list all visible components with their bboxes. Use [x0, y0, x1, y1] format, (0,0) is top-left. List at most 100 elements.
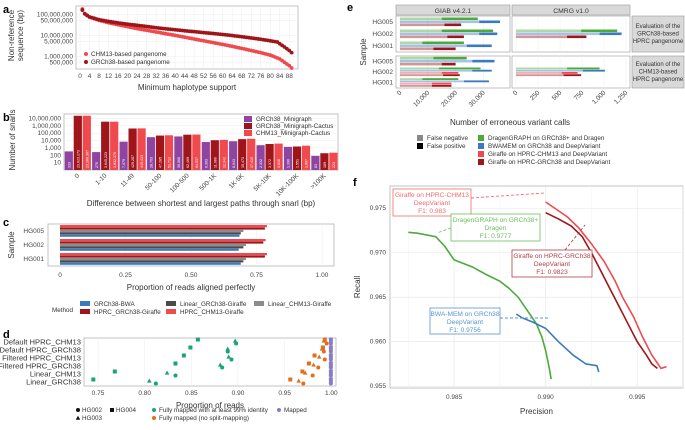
- point-circle: [153, 381, 158, 386]
- bar-value-label: 445,413: [140, 155, 144, 168]
- bar-value-label: 12,342: [222, 157, 226, 168]
- facet-strip-row: [631, 55, 685, 89]
- x-tick-label: 72: [248, 73, 256, 80]
- bar-grch38: [210, 140, 219, 170]
- bar-minigraph: [119, 141, 128, 170]
- bar-false-negative-dragen: [400, 29, 442, 33]
- x-tick-label: 1,250: [613, 89, 630, 106]
- bar-false-positive-giraffe_a: [431, 82, 452, 85]
- x-tick-label: 0.990: [538, 394, 555, 401]
- legend-swatch: [166, 301, 176, 306]
- bar-value-label: 2,332: [259, 159, 263, 168]
- annotation-line1: Giraffe on HPRC-CHM13: [395, 192, 469, 199]
- bar-bwa: [60, 248, 239, 251]
- bar-false-negative-giraffe_b: [400, 74, 444, 77]
- x-tick-label: 250: [529, 89, 542, 102]
- bar-value-label: 3,632,376: [113, 152, 117, 168]
- x-tick-label: 68: [238, 73, 246, 80]
- bar-value-label: 23,280,367: [85, 150, 89, 168]
- bar-false-negative-dragen: [516, 29, 582, 33]
- y-tick-label: 100,000: [38, 130, 62, 137]
- x-tick-label: 36: [162, 73, 170, 80]
- bar-false-positive-dragen: [567, 67, 600, 70]
- annotation-line2: Dragen: [485, 225, 507, 232]
- x-tick-label: 0: [58, 272, 62, 279]
- bar-false-positive-bwa: [479, 20, 501, 24]
- bar-false-positive-giraffe: [433, 47, 456, 51]
- bar-false-negative-dragen: [400, 41, 423, 45]
- y-tick-label: HG001: [23, 256, 44, 263]
- y-tick-label: 0.955: [370, 383, 387, 390]
- bar-false-positive-bwa: [466, 44, 492, 48]
- y-tick-label: 1,000,000: [44, 53, 73, 60]
- bar-false-negative-bwa: [400, 69, 473, 72]
- bar-grch38: [320, 153, 329, 170]
- x-tick-label: 1-10: [94, 172, 108, 186]
- point-circle: [316, 365, 321, 370]
- bar-value-label: 7,079: [122, 159, 126, 168]
- x-tick-label: >100K: [309, 172, 328, 191]
- legend-label: GRCh38-based pangenome: [91, 59, 170, 66]
- y-tick-label: HG001: [372, 43, 393, 50]
- bar-false-positive-dragen: [422, 78, 459, 81]
- annotation-box: [429, 307, 501, 335]
- x-tick-label: 0.80: [138, 390, 151, 397]
- bar-false-positive-dragen: [433, 56, 467, 60]
- bar-false-negative-bwa: [516, 69, 583, 72]
- data-point-chm13: [289, 66, 294, 70]
- bar-chm13: [247, 138, 256, 170]
- bar-false-negative-dragen: [400, 78, 423, 81]
- bar-grch38: [155, 135, 165, 170]
- bar-value-label: 8,043: [232, 159, 236, 168]
- bar-false-negative-giraffe_b: [516, 74, 564, 77]
- x-tick-label: 10,000: [412, 89, 431, 108]
- bar-false-positive-bwa: [479, 32, 498, 36]
- legend-label: GRCh38_Minigraph-Cactus: [256, 123, 333, 130]
- bar-value-label: 15,473: [241, 157, 245, 168]
- bar-linear_grch38: [60, 260, 244, 263]
- x-tick-label: 0.85: [185, 390, 198, 397]
- x-tick-label: 40: [171, 73, 179, 80]
- point-triangle: [296, 378, 301, 383]
- x-tick-label: 24: [133, 73, 141, 80]
- y-axis-label: Recall: [353, 276, 362, 298]
- legend-swatch: [244, 123, 252, 129]
- point-circle: [301, 381, 306, 386]
- point-triangle: [316, 354, 322, 359]
- point-square: [195, 337, 200, 342]
- point-circle: [173, 373, 178, 378]
- x-tick-label: 500-1K: [198, 172, 218, 192]
- bar-false-negative-giraffe_a: [516, 72, 562, 74]
- y-tick-label: 100: [50, 152, 61, 159]
- bar-false-positive-bwa: [463, 80, 489, 83]
- y-tick-label: 10,000,000: [40, 32, 73, 39]
- point-triangle: [311, 362, 316, 367]
- y-tick-label: 500,000: [50, 60, 74, 67]
- legend-title: Method: [52, 307, 74, 314]
- annotation-line1: Giraffe on HPRC-GRCh38: [513, 253, 591, 260]
- x-tick-label: 76: [257, 73, 265, 80]
- bar-chm13: [60, 225, 267, 228]
- y-tick-label: HG001: [372, 80, 393, 87]
- x-tick-label: 84: [276, 73, 284, 80]
- x-tick-label: 11-49: [120, 172, 137, 189]
- bar-false-negative-giraffe_a: [400, 72, 442, 74]
- legend-marker: [84, 60, 88, 64]
- y-tick-label: Linear_CHM13: [30, 370, 81, 379]
- legend-label: Giraffe on HPRC-GRCh38 and DeepVariant: [488, 159, 611, 166]
- bar-false-positive-bwa: [472, 69, 492, 72]
- bar-false-negative-giraffe: [400, 35, 448, 39]
- bar-chm13: [164, 135, 174, 170]
- bar-chm13: [60, 253, 267, 256]
- bar-chm13: [137, 128, 146, 170]
- bar-false-positive-bwa: [472, 59, 495, 63]
- annotation-line1: BWA-MEM on GRCh38: [430, 311, 499, 318]
- legend-label: HG004: [116, 407, 136, 414]
- bar-value-label: 1,396: [287, 159, 291, 168]
- y-tick-label: Filtered HPRC_GRCh38: [0, 362, 81, 371]
- bar-minigraph: [283, 146, 293, 170]
- y-tick-label: Linear_GRCh38: [26, 378, 81, 387]
- bar-false-positive-giraffe_a: [561, 72, 578, 74]
- x-tick-label: 750: [573, 89, 586, 102]
- legend-label: Linear_GRCh38-Giraffe: [180, 301, 247, 308]
